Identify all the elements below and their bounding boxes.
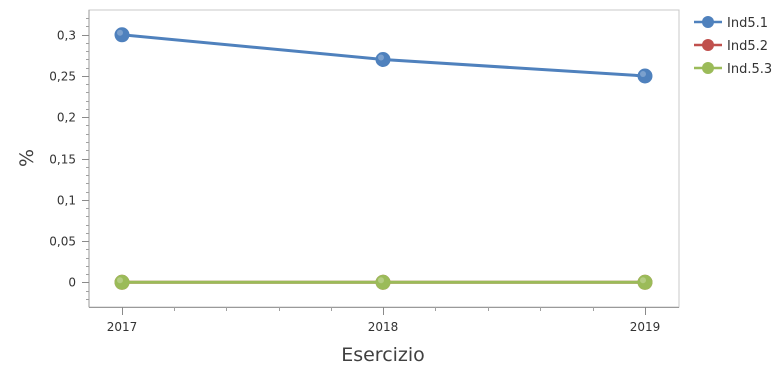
y-tick-label: 0,1 xyxy=(57,194,76,208)
data-point[interactable] xyxy=(375,52,391,67)
data-point-highlight xyxy=(640,277,646,284)
y-tick-label: 0,3 xyxy=(57,29,76,43)
data-point[interactable] xyxy=(114,27,130,43)
data-point[interactable] xyxy=(114,274,130,290)
series-ind-5-3 xyxy=(114,274,653,290)
legend-item[interactable]: Ind5.1 xyxy=(694,16,768,31)
legend-label: Ind5.1 xyxy=(727,16,768,31)
y-tick-label: 0 xyxy=(68,276,76,290)
legend-marker xyxy=(702,62,714,74)
y-tick-label: 0,15 xyxy=(49,153,76,167)
data-point-highlight xyxy=(117,277,123,284)
data-point-highlight xyxy=(640,71,646,77)
legend-item[interactable]: Ind5.2 xyxy=(694,39,768,54)
x-tick-label: 2019 xyxy=(630,320,661,334)
legend-label: Ind5.2 xyxy=(727,39,768,54)
data-point[interactable] xyxy=(637,274,653,290)
y-tick-label: 0,05 xyxy=(49,235,76,249)
data-point[interactable] xyxy=(637,68,653,84)
y-axis: 0 0,05 0,1 0,15 0,2 0,25 0,3 xyxy=(49,10,90,307)
legend-label: Ind.5.3 xyxy=(727,62,772,77)
legend-marker xyxy=(702,39,714,51)
y-tick-label: 0,25 xyxy=(49,70,76,84)
y-axis-title: % xyxy=(16,149,38,167)
data-point[interactable] xyxy=(375,274,391,290)
x-axis: 2017 2018 2019 xyxy=(89,307,679,334)
legend-marker xyxy=(702,16,714,28)
series-layer xyxy=(114,27,653,290)
x-axis-title: Esercizio xyxy=(341,344,425,366)
data-point-highlight xyxy=(378,277,384,284)
legend: Ind5.1 Ind5.2 Ind.5.3 xyxy=(694,16,772,77)
legend-item[interactable]: Ind.5.3 xyxy=(694,62,772,77)
y-tick-label: 0,2 xyxy=(57,111,76,125)
data-point-highlight xyxy=(117,29,123,36)
data-point-highlight xyxy=(378,54,384,61)
x-tick-label: 2018 xyxy=(368,320,399,334)
series-ind5-1 xyxy=(114,27,653,84)
x-tick-label: 2017 xyxy=(107,320,138,334)
